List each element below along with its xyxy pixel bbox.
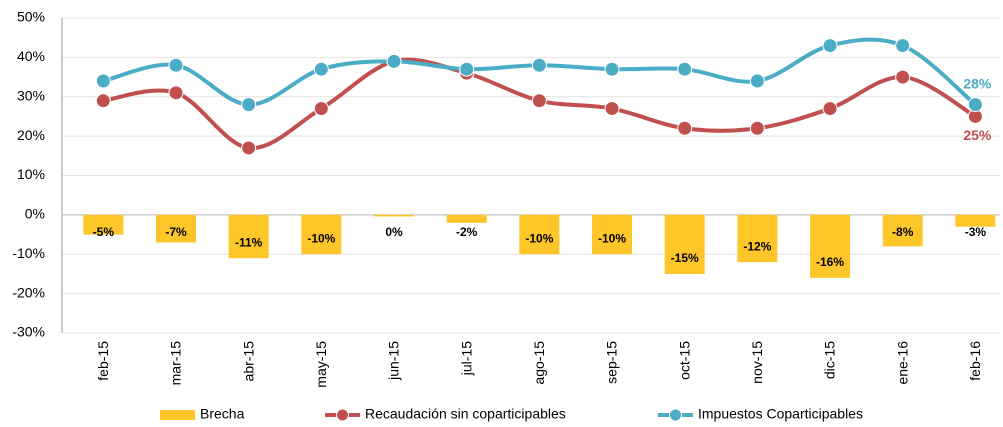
x-tick-label: nov-15: [749, 341, 765, 384]
x-label-group: feb-16: [967, 341, 983, 381]
marker: [677, 61, 693, 77]
marker: [822, 101, 838, 117]
y-tick-label: 20%: [17, 127, 45, 143]
bar-label: -5%: [93, 225, 115, 239]
marker: [822, 38, 838, 54]
marker: [241, 97, 257, 113]
marker: [749, 120, 765, 136]
x-label-group: abr-15: [240, 341, 256, 382]
marker: [95, 93, 111, 109]
x-label-group: ago-15: [531, 341, 547, 385]
bar-label: -10%: [307, 231, 335, 245]
bar: [737, 214, 778, 263]
bar: [374, 214, 415, 217]
x-tick-label: may-15: [313, 341, 329, 388]
y-tick-label: 30%: [17, 87, 45, 103]
bar: [882, 214, 923, 247]
marker: [313, 61, 329, 77]
legend-label: Recaudación sin coparticipables: [365, 406, 566, 422]
x-tick-label: jul-15: [458, 341, 474, 376]
x-tick-label: ene-16: [894, 341, 910, 385]
y-tick-label: 0%: [25, 206, 45, 222]
legend-label: Brecha: [200, 406, 245, 422]
y-tick-label: 50%: [17, 9, 45, 25]
bar: [156, 214, 197, 243]
marker: [604, 101, 620, 117]
bar: [519, 214, 560, 255]
x-label-group: may-15: [313, 341, 329, 388]
marker: [241, 140, 257, 156]
x-tick-label: ago-15: [531, 341, 547, 385]
legend-label: Impuestos Coparticipables: [698, 406, 863, 422]
bar: [955, 214, 996, 227]
marker: [895, 69, 911, 85]
x-label-group: jul-15: [458, 341, 474, 376]
bar: [228, 214, 269, 259]
bar: [664, 214, 705, 274]
legend-swatch: [160, 410, 195, 420]
x-tick-label: feb-15: [95, 341, 111, 381]
x-tick-label: abr-15: [240, 341, 256, 382]
x-tick-label: oct-15: [676, 341, 692, 380]
bar: [83, 214, 124, 235]
bar-label: -11%: [235, 235, 263, 249]
x-label-group: feb-15: [95, 341, 111, 381]
x-tick-label: mar-15: [168, 341, 184, 386]
bar: [301, 214, 342, 255]
marker: [967, 97, 983, 113]
y-tick-label: -10%: [12, 245, 45, 261]
marker: [168, 57, 184, 73]
marker: [168, 85, 184, 101]
x-label-group: ene-16: [894, 341, 910, 385]
bar-label: -10%: [598, 231, 626, 245]
bar-label: -2%: [456, 225, 478, 239]
legend-marker: [669, 408, 682, 422]
bar: [446, 214, 487, 223]
marker: [531, 57, 547, 73]
x-label-group: nov-15: [749, 341, 765, 384]
bar-label: -3%: [965, 225, 987, 239]
bar-label: 0%: [385, 225, 403, 239]
marker: [895, 38, 911, 54]
x-label-group: dic-15: [822, 341, 838, 379]
bar-label: -12%: [743, 239, 771, 253]
marker: [313, 101, 329, 117]
x-tick-label: feb-16: [967, 341, 983, 381]
marker: [386, 53, 402, 69]
x-tick-label: sep-15: [604, 341, 620, 384]
x-tick-label: dic-15: [822, 341, 838, 379]
bar-label: -7%: [165, 225, 187, 239]
marker: [749, 73, 765, 89]
marker: [604, 61, 620, 77]
end-label: 28%: [963, 75, 992, 91]
bar-label: -8%: [892, 225, 914, 239]
marker: [531, 93, 547, 109]
marker: [677, 120, 693, 136]
x-label-group: mar-15: [168, 341, 184, 386]
bar: [810, 214, 851, 278]
y-tick-label: -20%: [12, 284, 45, 300]
end-label: 25%: [963, 127, 992, 143]
y-tick-label: 40%: [17, 48, 45, 64]
x-tick-label: jun-15: [386, 341, 402, 381]
legend-marker: [336, 408, 349, 422]
x-label-group: jun-15: [386, 341, 402, 381]
y-tick-label: 10%: [17, 166, 45, 182]
bar-label: -16%: [816, 255, 844, 269]
marker: [95, 73, 111, 89]
x-label-group: oct-15: [676, 341, 692, 380]
marker: [459, 61, 475, 77]
bar-label: -15%: [671, 251, 699, 265]
y-tick-label: -30%: [12, 324, 45, 340]
bar-label: -10%: [525, 231, 553, 245]
x-label-group: sep-15: [604, 341, 620, 384]
bar: [592, 214, 633, 255]
